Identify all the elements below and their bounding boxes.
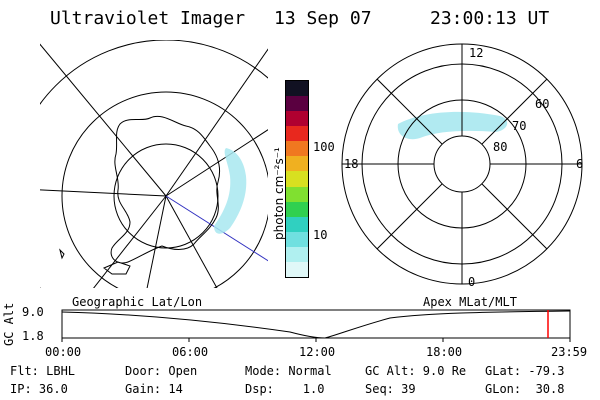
x-tick-label-2359: 23:59 (551, 345, 588, 359)
colorbar-band (286, 81, 308, 97)
mlt-lat-circle (433, 135, 491, 193)
colorbar-band (286, 216, 308, 232)
observation-date: 13 Sep 07 (274, 8, 372, 29)
lon-line (40, 43, 167, 197)
colorbar-band (286, 126, 308, 142)
mlt-line (376, 78, 443, 145)
colorbar-unit-label: photon cm⁻²s⁻¹ (272, 147, 286, 240)
lat-circle (113, 143, 219, 249)
info-flt: Flt: LBHL (10, 364, 76, 378)
timeline-frame (61, 309, 571, 339)
mlt-outer-circle (341, 43, 583, 285)
mlt-line (481, 78, 548, 145)
aurora-oval (397, 111, 508, 140)
colorbar (285, 80, 309, 278)
x-tick-label-1800: 18:00 (426, 345, 463, 359)
colorbar-tick-100: 100 (313, 140, 335, 154)
apex-label: Apex MLat/MLT (423, 295, 517, 309)
observation-time: 23:00:13 UT (430, 8, 550, 29)
colorbar-band (286, 246, 308, 262)
info-glat: GLat: -79.3 (485, 364, 565, 378)
colorbar-band (286, 186, 308, 202)
lat-circle (61, 91, 268, 288)
mlt-label-18: 18 (344, 157, 359, 171)
info-mode: Mode: Normal (245, 364, 332, 378)
info-gain: Gain: 14 (125, 382, 183, 396)
x-tick-label-1200: 12:00 (299, 345, 336, 359)
x-tick-label-0000: 00:00 (45, 345, 82, 359)
aurora-patch (214, 148, 247, 234)
lon-line (40, 189, 167, 197)
info-dsp: Dsp: 1.0 (245, 382, 325, 396)
colorbar-band (286, 141, 308, 157)
instrument-title: Ultraviolet Imager (50, 8, 246, 29)
continent-outline (59, 115, 221, 275)
mlt-line (376, 183, 443, 250)
mlt-lat-circle (361, 63, 563, 265)
colorbar-band (286, 156, 308, 172)
info-ip: IP: 36.0 (10, 382, 68, 396)
mlt-line (481, 183, 548, 250)
colorbar-tick-10: 10 (313, 228, 328, 242)
gc-alt-axis-title: GC Alt (2, 302, 16, 346)
y-tick-bottom: 1.8 (22, 329, 44, 343)
mlat-label-60: 60 (535, 97, 550, 111)
colorbar-band (286, 261, 308, 278)
lon-line (165, 129, 268, 197)
colorbar-band (286, 201, 308, 217)
altitude-curve (61, 310, 571, 339)
y-tick-top: 9.0 (22, 305, 44, 319)
colorbar-band (286, 171, 308, 187)
info-door: Door: Open (125, 364, 198, 378)
mlt-label-6: 6 (576, 157, 584, 171)
x-tick-label-0600: 06:00 (172, 345, 209, 359)
geographic-label: Geographic Lat/Lon (72, 295, 203, 309)
info-glon: GLon: 30.8 (485, 382, 565, 396)
mlt-label-12: 12 (469, 46, 484, 60)
mlt-label-0: 0 (468, 275, 476, 289)
info-gc-alt: GC Alt: 9.0 Re (365, 364, 467, 378)
lat-circle (0, 0, 374, 400)
mlat-label-80: 80 (493, 140, 508, 154)
colorbar-band (286, 96, 308, 112)
colorbar-band (286, 231, 308, 247)
mlt-lat-circle (397, 99, 527, 229)
mlat-label-70: 70 (512, 119, 527, 133)
info-seq: Seq: 39 (365, 382, 416, 396)
colorbar-band (286, 111, 308, 127)
